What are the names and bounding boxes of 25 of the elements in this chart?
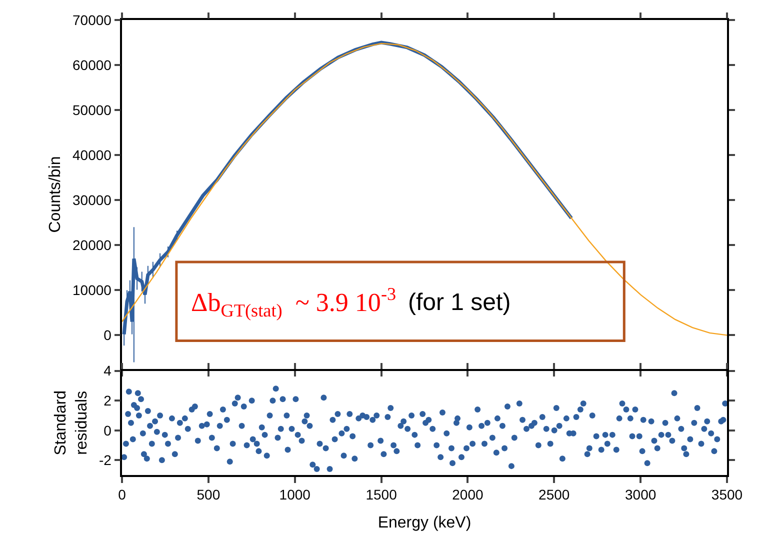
y-tick-label: 4 xyxy=(104,362,112,379)
y-tick-label: 30000 xyxy=(72,192,112,208)
x-tick-label: 2500 xyxy=(538,486,570,503)
y-axis-title: Standard residuals xyxy=(52,390,90,456)
x-tick-label: 1500 xyxy=(366,486,398,503)
x-tick-label: 3500 xyxy=(711,486,743,503)
y-tick-label: 50000 xyxy=(72,102,112,118)
y-tick-label: 40000 xyxy=(72,146,112,163)
x-tick-label: 2000 xyxy=(452,486,484,503)
y-tick-label: 10000 xyxy=(72,282,112,298)
y-tick-label: 20000 xyxy=(72,237,112,254)
x-tick-label: 500 xyxy=(196,486,220,503)
y-tick-label: 70000 xyxy=(72,12,112,28)
annotation: (for 1 set) xyxy=(408,289,511,316)
annotation: Δb$_{GT(stat)}$ ~ 3.9 10$^{-3}$ xyxy=(191,284,396,320)
x-tick-label: 0 xyxy=(118,486,126,503)
y-tick-label: 60000 xyxy=(72,56,112,73)
y-tick-label: 2 xyxy=(104,392,112,408)
y-tick-label: 0 xyxy=(104,327,112,344)
x-axis-title: Energy (keV) xyxy=(378,514,472,532)
x-tick-label: 1000 xyxy=(279,486,311,503)
x-tick-label: 3000 xyxy=(624,486,656,503)
y-tick-label: 0 xyxy=(104,422,112,438)
y-axis-title: Counts/bin xyxy=(46,156,64,233)
y-tick-label: -2 xyxy=(98,452,112,468)
